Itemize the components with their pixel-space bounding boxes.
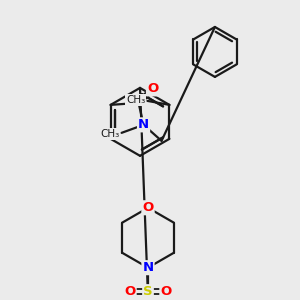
Text: CH₃: CH₃ [100, 129, 120, 139]
Text: O: O [160, 285, 172, 298]
Text: O: O [142, 201, 154, 214]
Text: O: O [147, 82, 158, 95]
Text: O: O [124, 285, 136, 298]
Text: N: N [142, 261, 154, 274]
Text: N: N [138, 118, 149, 131]
Text: CH₃: CH₃ [126, 95, 146, 105]
Text: S: S [143, 285, 153, 298]
